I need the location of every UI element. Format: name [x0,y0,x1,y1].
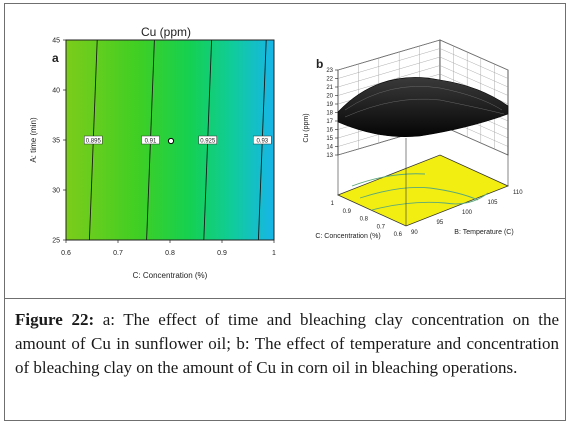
floor-contour-line [351,173,426,187]
surface-x-axis-label: C: Concentration (%) [315,233,380,240]
z-tick-label: 14 [326,145,333,151]
wall-grid-line [337,48,441,79]
y-tick-label: 35 [52,138,60,145]
contour-label-box [84,135,103,145]
z-tick-label: 22 [326,77,333,83]
z-tick-label: 15 [326,136,333,142]
contour-label: 0.895 [86,139,102,145]
wall-grid-line [439,56,509,88]
y-tick-label: 30 [52,188,60,195]
contour-label-box [253,135,272,145]
x-tick-label: 0.8 [360,217,369,223]
z-tick-label: 23 [326,68,333,74]
x-tick-label: 0.6 [394,232,403,238]
z-tick-label: 20 [326,94,333,100]
y-tick-label: 25 [52,238,60,245]
x-tick-label: 0.7 [113,250,123,257]
caption-label: Figure 22: [15,310,95,329]
y-tick-label: 90 [411,230,418,236]
contour-panel: Cu (ppm) a 0.895 0.91 0.925 0.93 0.6 0.7 0.8 0… [29,25,276,280]
contour-label: 0.91 [145,139,157,145]
floor-projection [336,154,510,227]
panel-b-label: b [316,57,323,71]
z-tick-label: 17 [326,119,333,125]
surface-mesh-line [344,86,503,111]
surface-mesh-line [344,98,505,118]
x-tick-label: 0.6 [61,250,71,257]
z-tick-label: 18 [326,111,333,117]
contour-label-box [198,135,217,145]
z-tick-label: 21 [326,85,333,91]
z-tick-label: 13 [326,153,333,159]
contour-label: 0.93 [256,139,268,145]
figure-caption: Figure 22: a: The effect of time and ble… [15,308,559,380]
surface-panel: b 13 14 15 16 17 18 19 20 21 22 23 1 0.9 0.8 0.7 0.6 90… [303,39,523,240]
floor-contour-line [359,187,479,201]
contour-label-box [141,135,160,145]
contour-title: Cu (ppm) [141,25,191,39]
wall-grid-line [439,48,509,79]
surface-z-axis-label: Cu (ppm) [303,113,310,142]
y-tick-label: 105 [488,200,499,206]
wall-grid-line [439,65,509,96]
floor-contour-line [371,192,489,211]
design-point-marker [167,137,175,145]
figure-divider [4,298,566,299]
y-tick-label: 95 [437,220,444,226]
z-tick-label: 16 [326,128,333,134]
caption-text: a: The effect of time and bleaching clay… [15,310,559,377]
x-tick-label: 0.9 [343,209,352,215]
x-tick-label: 0.7 [377,224,386,230]
figure-plots: Cu (ppm) a 0.895 0.91 0.925 0.93 0.6 0.7 0.8 0… [29,25,523,280]
x-tick-label: 1 [331,201,335,207]
contour-x-axis-label: C: Concentration (%) [133,271,208,280]
x-tick-label: 1 [272,250,276,257]
panel-a-label: a [52,51,59,65]
contour-label: 0.925 [200,139,216,145]
wall-grid-line [439,39,509,71]
y-tick-label: 100 [462,210,473,216]
wall-grid-line [337,56,441,88]
contour-y-axis-label: A: time (min) [29,117,38,163]
y-tick-label: 110 [513,190,523,196]
surface-y-axis-label: B: Temperature (C) [454,229,513,236]
y-tick-label: 40 [52,88,60,95]
wall-grid-line [337,39,441,71]
x-tick-label: 0.8 [165,250,175,257]
z-tick-label: 19 [326,102,333,108]
x-tick-label: 0.9 [217,250,227,257]
y-tick-label: 45 [52,38,60,45]
